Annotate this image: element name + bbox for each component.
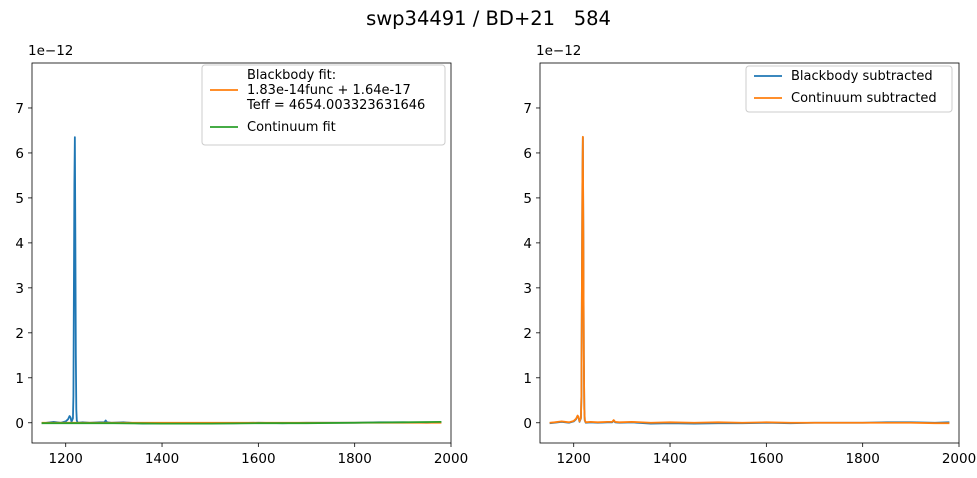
y-tick-label: 2: [523, 326, 532, 342]
x-tick-label: 1400: [653, 451, 687, 467]
chart-panel-1: 1200 1400 1600 1800 2000 0 1 2 3 4 5 6 7 1e−12 Blackbo…: [15, 43, 468, 467]
legend: Blackbody fit: 1.83e-14func + 1.64e-17 Tef…: [201, 64, 446, 146]
y-offset-label: 1e−12: [28, 43, 73, 59]
x-tick-label: 2000: [434, 451, 468, 467]
series-line-2: [549, 135, 950, 425]
y-tick-label: 4: [523, 236, 532, 252]
series-line-1: [549, 136, 950, 425]
x-tick-label: 1600: [241, 451, 275, 467]
x-tick-label: 2000: [942, 451, 976, 467]
legend-frame: [745, 65, 953, 113]
legend-label-2: Continuum fit: [247, 120, 336, 135]
series-line-1: [41, 136, 442, 425]
y-tick-label: 1: [15, 371, 24, 387]
x-tick-label: 1200: [557, 451, 591, 467]
y-tick-label: 1: [523, 371, 532, 387]
legend-label-2: Continuum subtracted: [791, 91, 937, 106]
x-tick-label: 1800: [337, 451, 371, 467]
legend-frame: [201, 64, 446, 146]
y-tick-label: 6: [523, 146, 532, 162]
y-tick-label: 3: [523, 281, 532, 297]
y-tick-label: 7: [523, 101, 532, 117]
plot-frame: [31, 62, 452, 444]
y-tick-label: 4: [15, 236, 24, 252]
y-tick-label: 7: [15, 101, 24, 117]
y-tick-label: 6: [15, 146, 24, 162]
series-line-3: [41, 420, 442, 425]
x-tick-label: 1600: [749, 451, 783, 467]
legend: Blackbody subtracted Continuum subtracted: [745, 65, 953, 113]
y-tick-label: 0: [523, 416, 532, 432]
chart-panel-2: 1200 1400 1600 1800 2000 0 1 2 3 4 5 6 7 1e−12 Blackbo…: [523, 43, 976, 467]
legend-label-1: Blackbody subtracted: [791, 69, 933, 84]
y-tick-label: 5: [523, 191, 532, 207]
y-tick-label: 0: [15, 416, 24, 432]
x-tick-label: 1800: [845, 451, 879, 467]
figure-title: swp34491 / BD+21 584: [366, 7, 611, 30]
plot-frame: [539, 62, 960, 444]
y-offset-label: 1e−12: [536, 43, 581, 59]
y-tick-label: 5: [15, 191, 24, 207]
x-tick-label: 1200: [49, 451, 83, 467]
x-tick-label: 1400: [145, 451, 179, 467]
y-tick-label: 3: [15, 281, 24, 297]
y-tick-label: 2: [15, 326, 24, 342]
legend-label-1: Blackbody fit: 1.83e-14func + 1.64e-17 Tef…: [246, 68, 425, 113]
